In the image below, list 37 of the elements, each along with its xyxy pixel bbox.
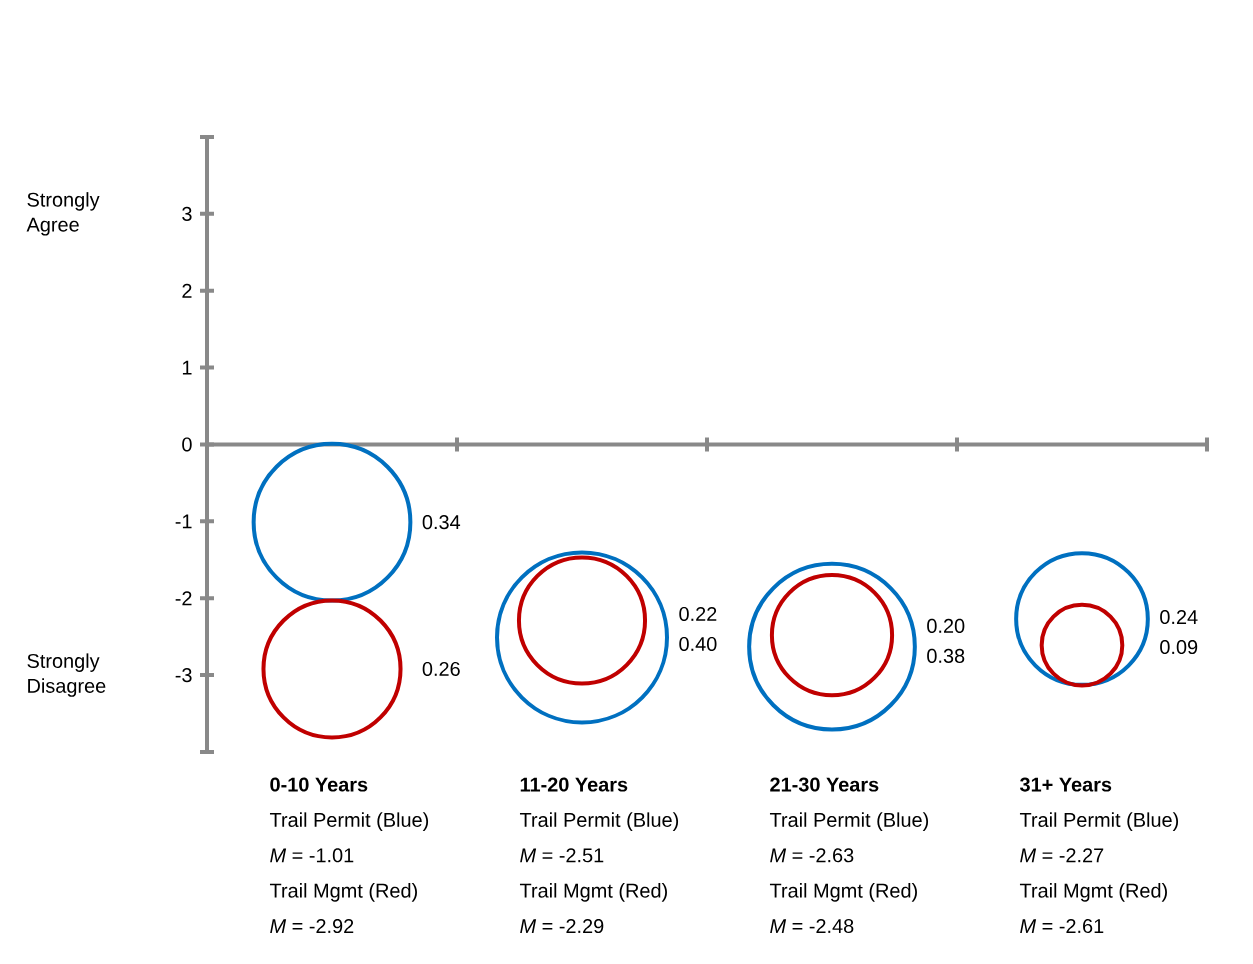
annotation: 0.38 [927,648,965,663]
text: M = -2.27 [1020,848,1104,863]
text: M = -2.29 [520,918,604,934]
text: Trail Permit (Blue) [269,812,429,831]
x-tick-label: 0-10 Years [270,777,368,792]
text: Trail Mgmt (Red) [519,883,667,902]
x-tick-label: 31+ Years [1019,777,1112,792]
y-tick-label: 3 [182,206,192,221]
annotation: 0.09 [1160,640,1198,655]
text: Trail Permit (Blue) [519,812,679,831]
text: Trail Mgmt (Red) [1019,883,1167,902]
text: M = -2.48 [770,918,854,934]
text: Trail Mgmt (Red) [769,883,917,902]
text: Trail Permit (Blue) [769,812,929,831]
annotation: 0.24 [1160,610,1198,625]
x-tick-label: 21-30 Years [770,777,879,792]
y-tick-label: 0 [182,437,192,452]
y-tick-label: -1 [175,514,192,529]
text: M = -2.92 [270,918,354,934]
text: Trail Mgmt (Red) [269,883,417,902]
text: M = -2.51 [520,848,604,863]
y-tick-label: -3 [175,668,192,683]
y-tick-label: 1 [182,360,192,375]
text: M = -1.01 [270,848,354,863]
y-tick-label: 2 [182,283,192,298]
text: Strongly Agree [26,192,100,236]
annotation: 0.34 [422,515,461,530]
text: Trail Permit (Blue) [1019,812,1179,831]
x-tick-label: 11-20 Years [520,777,628,792]
text: M = -2.63 [770,848,854,863]
annotation: 0.40 [679,636,717,652]
annotation: 0.22 [679,606,717,622]
text: Strongly Disagree [27,653,106,697]
annotation: 0.20 [927,618,965,633]
annotation: 0.26 [422,661,460,677]
text: M = -2.61 [1020,918,1104,934]
y-tick-label: -2 [175,591,192,606]
